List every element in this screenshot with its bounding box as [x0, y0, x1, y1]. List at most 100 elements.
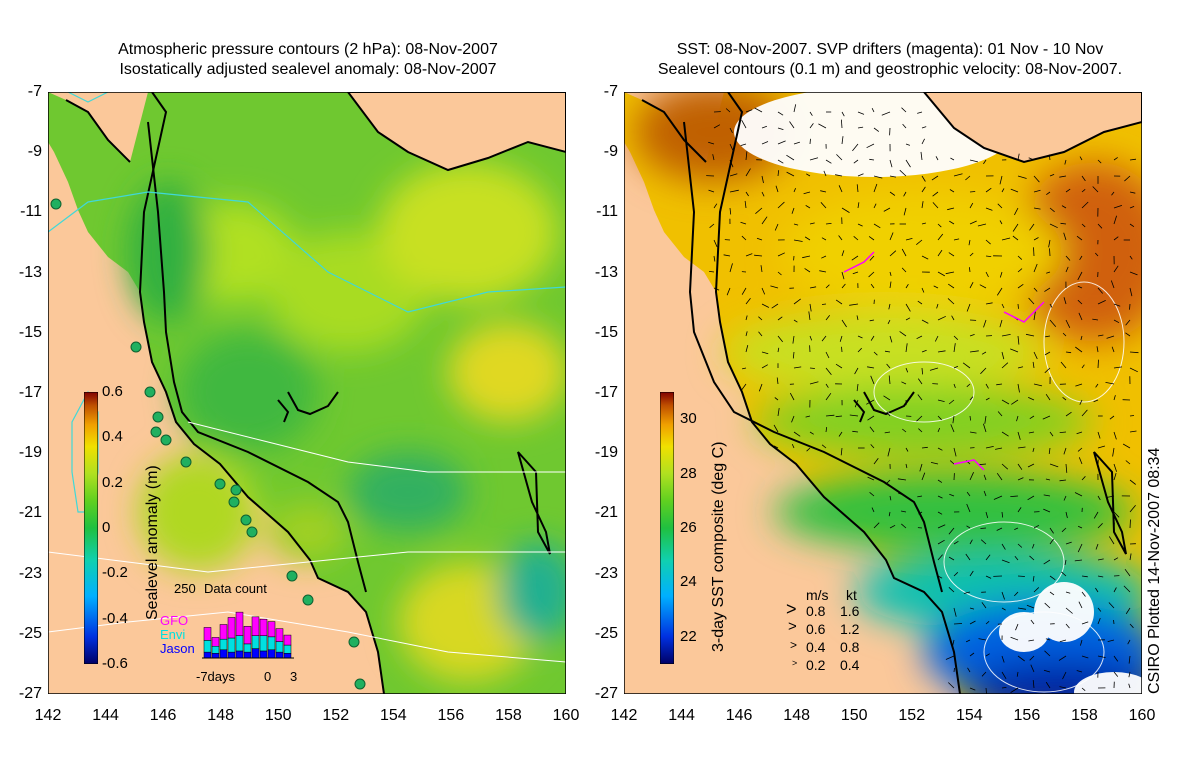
- velocity-vector: [838, 431, 843, 437]
- velocity-vector: [889, 191, 896, 196]
- histogram-bar-jason: [251, 648, 260, 659]
- reef-islands: [853, 391, 1127, 555]
- velocity-vector: [808, 311, 811, 321]
- velocity-vector: [777, 201, 785, 209]
- velocity-vector: [809, 367, 815, 369]
- velocity-vector: [740, 383, 747, 392]
- velocity-vector: [856, 383, 859, 392]
- velocity-vector: [889, 524, 896, 529]
- x-tick-label: 152: [898, 707, 926, 724]
- velocity-vector: [870, 444, 875, 449]
- x-tick-label: 146: [725, 707, 753, 724]
- velocity-vector: [777, 127, 784, 130]
- velocity-vector: [1033, 189, 1041, 193]
- velocity-vector: [919, 463, 923, 472]
- velocity-vector: [1077, 447, 1083, 452]
- velocity-vector: [953, 623, 963, 625]
- velocity-legend-ms: 0.6: [806, 621, 826, 637]
- y-tick-label: -27: [18, 685, 42, 702]
- velocity-vector: [885, 479, 891, 485]
- velocity-vector: [980, 527, 987, 529]
- velocity-vector: [1113, 557, 1119, 561]
- velocity-vector: [857, 126, 864, 129]
- velocity-vector: [809, 157, 819, 161]
- y-tick-label: -23: [594, 564, 618, 582]
- velocity-vector: [1110, 280, 1115, 289]
- velocity-vector: [1033, 524, 1040, 529]
- velocity-vector: [1095, 252, 1099, 257]
- sla-colorbar: [84, 392, 98, 664]
- velocity-vector: [1033, 287, 1038, 292]
- velocity-vector: [852, 143, 859, 152]
- velocity-vector: [1129, 158, 1137, 161]
- velocity-vector: [962, 362, 971, 369]
- velocity-vector: [985, 687, 987, 694]
- velocity-vector: [1017, 383, 1020, 393]
- velocity-vector: [1113, 587, 1117, 593]
- velocity-vector: [888, 511, 891, 517]
- velocity-vector: [1065, 188, 1071, 193]
- colorbar-tick-label: 30: [680, 410, 697, 428]
- velocity-arrow-icon: >: [790, 638, 798, 652]
- velocity-vector: [1048, 447, 1051, 455]
- y-tick-label: -17: [594, 384, 618, 401]
- velocity-vector: [967, 667, 971, 673]
- velocity-vector: [1081, 687, 1086, 692]
- velocity-vector: [921, 138, 925, 145]
- velocity-vector: [821, 237, 827, 241]
- sst-colorbar: [660, 392, 674, 664]
- pressure-contour: [48, 191, 566, 313]
- velocity-vector: [1044, 650, 1051, 657]
- velocity-vector: [905, 343, 908, 353]
- velocity-vector: [921, 319, 929, 324]
- velocity-vector: [1043, 494, 1051, 497]
- velocity-vector: [889, 159, 893, 168]
- velocity-legend-ms: 0.4: [806, 639, 826, 655]
- velocity-vector: [1001, 463, 1009, 470]
- velocity-vector: [1096, 346, 1099, 353]
- velocity-vector: [951, 315, 955, 321]
- velocity-vector: [966, 491, 971, 497]
- velocity-vector: [1026, 604, 1035, 609]
- velocity-vector: [809, 111, 813, 116]
- colorbar-tick-label: 28: [680, 464, 697, 482]
- velocity-vector: [1074, 559, 1083, 562]
- velocity-vector: [899, 331, 907, 337]
- velocity-vector: [1125, 460, 1131, 465]
- colorbar-tick-label: 22: [680, 627, 697, 645]
- velocity-vector: [1097, 300, 1106, 305]
- velocity-vector: [1017, 283, 1024, 289]
- velocity-vector: [713, 255, 716, 262]
- velocity-vector: [713, 124, 721, 129]
- velocity-vector: [936, 303, 939, 309]
- velocity-vector: [1045, 335, 1051, 338]
- velocity-vector: [745, 168, 751, 177]
- velocity-vector: [1016, 415, 1019, 422]
- velocity-vector: [776, 377, 779, 385]
- velocity-vector: [1129, 206, 1135, 209]
- velocity-vector: [948, 399, 955, 405]
- velocity-vector: [921, 472, 926, 481]
- velocity-vector: [1081, 201, 1089, 209]
- velocity-vector: [758, 331, 763, 337]
- velocity-vector: [883, 207, 891, 212]
- velocity-vector: [930, 462, 939, 465]
- velocity-vector: [901, 267, 907, 273]
- velocity-vector: [1001, 334, 1011, 337]
- velocity-vector: [1128, 671, 1131, 678]
- velocity-vector: [825, 414, 835, 417]
- velocity-vector: [1049, 431, 1054, 437]
- velocity-vector: [741, 120, 747, 129]
- velocity-vector: [931, 175, 939, 181]
- velocity-vector: [1065, 607, 1073, 614]
- velocity-vector: [917, 495, 923, 498]
- left-title-line2: Isostatically adjusted sealevel anomaly:…: [119, 61, 497, 78]
- velocity-vector: [966, 383, 971, 388]
- velocity-vector: [853, 159, 859, 164]
- pressure-contour: [187, 421, 566, 473]
- pressure-contour: [48, 551, 566, 573]
- velocity-vector: [1045, 393, 1051, 401]
- velocity-vector: [1129, 303, 1131, 310]
- velocity-vector: [1078, 312, 1083, 321]
- y-tick-label: -25: [594, 624, 618, 642]
